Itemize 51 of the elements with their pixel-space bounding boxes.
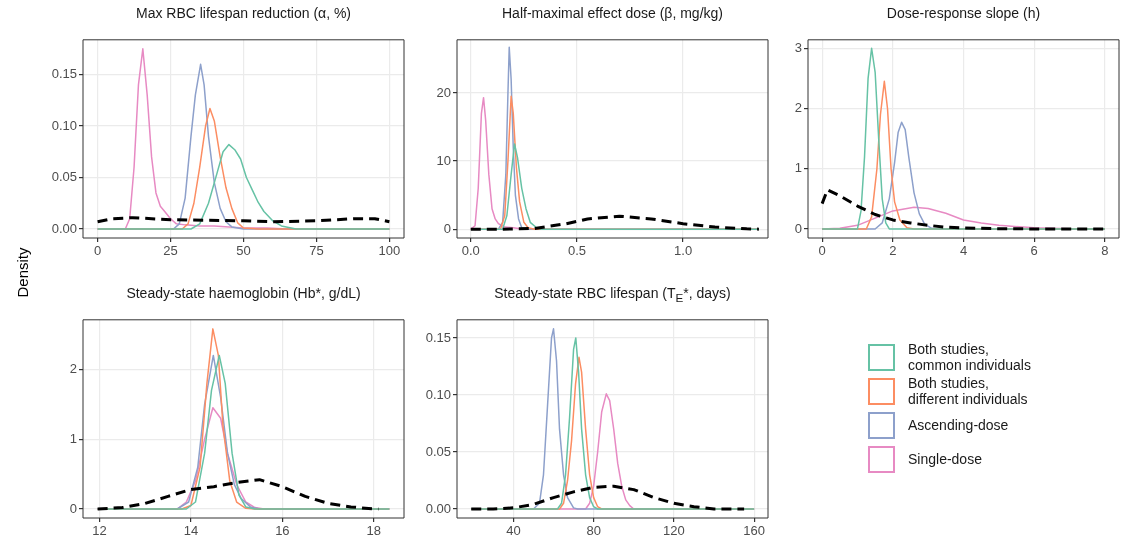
y-tick-label: 2 bbox=[794, 100, 802, 116]
line-series bbox=[469, 484, 746, 511]
y-tick-label: 0 bbox=[443, 220, 451, 236]
x-tick-label: 6 bbox=[1030, 243, 1038, 259]
x-tick-label: 25 bbox=[163, 243, 178, 259]
y-tick-label: 0 bbox=[69, 500, 77, 516]
y-tick-label: 0.15 bbox=[425, 329, 451, 345]
x-tick-label: 0 bbox=[93, 243, 102, 259]
y-tick-label: 2 bbox=[69, 360, 77, 376]
x-tick-label: 40 bbox=[506, 523, 521, 539]
x-tick-label: 14 bbox=[183, 523, 199, 539]
x-tick-label: 12 bbox=[92, 523, 107, 539]
legend-label: Ascending-dose bbox=[908, 417, 1009, 433]
y-tick-label: 3 bbox=[794, 39, 802, 55]
x-tick-label: 100 bbox=[378, 243, 401, 259]
x-tick-label: 0.0 bbox=[461, 243, 480, 259]
y-tick-label: 20 bbox=[436, 84, 451, 100]
chart-title: Dose-response slope (h) bbox=[885, 5, 1042, 21]
y-tick-label: 1 bbox=[794, 160, 802, 176]
x-tick-label: 2 bbox=[889, 243, 897, 259]
y-tick-label: 0.10 bbox=[51, 117, 77, 133]
chart-title: Steady-state haemoglobin (Hb*, g/dL) bbox=[125, 285, 362, 301]
legend-label: Both studies, common individuals bbox=[908, 341, 1031, 373]
y-tick-label: 0.05 bbox=[51, 169, 77, 185]
x-tick-label: 0.5 bbox=[567, 243, 586, 259]
y-tick-label: 0 bbox=[794, 220, 802, 236]
y-tick-label: 10 bbox=[436, 152, 451, 168]
x-tick-label: 1.0 bbox=[674, 243, 693, 259]
y-tick-label: 0.05 bbox=[425, 443, 451, 459]
y-tick-label: 0.00 bbox=[425, 500, 451, 516]
chart-title: Max RBC lifespan reduction (α, %) bbox=[134, 5, 353, 21]
y-tick-label: 0.15 bbox=[51, 66, 77, 82]
y-tick-label: 1 bbox=[69, 430, 77, 446]
x-tick-label: 0 bbox=[818, 243, 826, 259]
x-tick-label: 120 bbox=[663, 523, 685, 539]
y-tick-label: 0.10 bbox=[425, 386, 451, 402]
x-tick-label: 18 bbox=[366, 523, 382, 539]
x-tick-label: 75 bbox=[309, 243, 324, 259]
line-series bbox=[469, 214, 761, 231]
chart-title: Half-maximal effect dose (β, mg/kg) bbox=[501, 5, 724, 21]
legend-label: Both studies, different individuals bbox=[908, 375, 1028, 407]
x-tick-label: 8 bbox=[1101, 243, 1109, 259]
x-tick-label: 50 bbox=[236, 243, 251, 259]
chart-title: Steady-state RBC lifespan (T$_{E}$*, days) bbox=[493, 285, 732, 304]
x-tick-label: 80 bbox=[586, 523, 601, 539]
x-tick-label: 16 bbox=[275, 523, 290, 539]
x-tick-label: 160 bbox=[743, 523, 766, 539]
y-tick-label: 0.00 bbox=[51, 220, 77, 236]
x-tick-label: 4 bbox=[959, 243, 968, 259]
y-axis-title: Density bbox=[13, 246, 31, 298]
legend-label: Single-dose bbox=[908, 451, 982, 467]
